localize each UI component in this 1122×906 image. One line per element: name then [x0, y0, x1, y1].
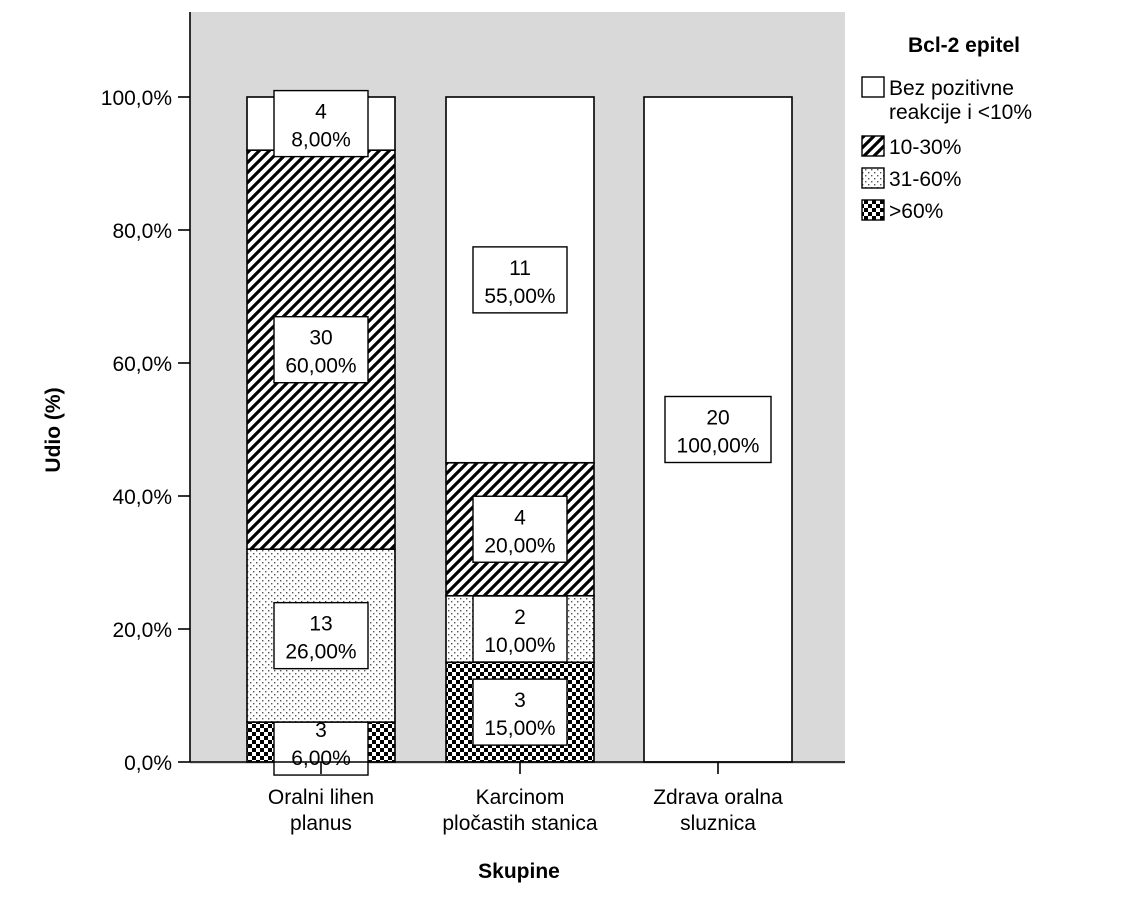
bar-percent-label: 20,00%	[484, 534, 555, 557]
bar-percent-label: 15,00%	[484, 717, 555, 740]
bar-percent-label: 100,00%	[677, 435, 760, 458]
bar-count-label: 3	[315, 719, 327, 742]
bar-value-label: 13 26,00%	[273, 601, 369, 670]
legend-label-line: 10-30%	[889, 136, 961, 159]
legend-item: Bez pozitivne reakcije i <10%	[861, 76, 1032, 124]
legend-label: >60%	[889, 200, 943, 223]
legend-swatch	[861, 135, 885, 157]
bar-count-label: 4	[514, 506, 526, 529]
bar-count-label: 4	[315, 101, 327, 124]
bar-label-box	[273, 316, 369, 384]
bar-count-label: 30	[309, 327, 332, 350]
y-tick-label: 60,0%	[112, 353, 172, 376]
x-axis-title: Skupine	[478, 860, 560, 883]
bar-value-label: 3 15,00%	[472, 678, 568, 746]
bar-label-box	[273, 89, 369, 158]
legend-title: Bcl-2 epitel	[908, 34, 1020, 57]
x-tick-label-line: Oralni lihen	[268, 786, 374, 809]
x-tick-label-line: Karcinom	[476, 786, 565, 809]
bar-count-label: 13	[309, 613, 332, 636]
legend-item: >60%	[861, 199, 943, 223]
bar-value-label: 4 8,00%	[273, 89, 369, 158]
legend-swatch	[861, 167, 885, 189]
legend-label: 10-30%	[889, 136, 961, 159]
legend-label-line: reakcije i <10%	[889, 101, 1032, 124]
y-axis-title: Udio (%)	[42, 387, 65, 472]
legend-item: 10-30%	[861, 135, 961, 159]
bar-count-label: 3	[514, 689, 526, 712]
y-tick-label: 100,0%	[101, 87, 172, 110]
legend-swatch	[861, 199, 885, 221]
x-tick-label-line: Zdrava oralna	[653, 786, 783, 809]
bar-count-label: 2	[514, 606, 526, 629]
y-tick-label: 20,0%	[112, 619, 172, 642]
bar-label-box	[664, 395, 772, 464]
bar-percent-label: 55,00%	[484, 285, 555, 308]
y-tick-label: 40,0%	[112, 486, 172, 509]
x-tick-label-line: pločastih stanica	[442, 812, 598, 835]
bar-label-box	[472, 495, 568, 563]
x-tick-label-line: sluznica	[680, 812, 756, 835]
bar-value-label: 30 60,00%	[273, 316, 369, 384]
y-tick-label: 0,0%	[124, 752, 172, 775]
legend-label-line: 31-60%	[889, 168, 961, 191]
legend-label-line: >60%	[889, 200, 943, 223]
x-tick-label: Zdrava oralna sluznica	[653, 786, 783, 835]
legend-item: 31-60%	[861, 167, 961, 191]
legend-label: Bez pozitivne reakcije i <10%	[889, 77, 1032, 124]
bar-percent-label: 8,00%	[291, 129, 351, 152]
bar-percent-label: 60,00%	[285, 355, 356, 378]
bar-value-label: 11 55,00%	[472, 246, 568, 314]
bar-label-box	[472, 246, 568, 314]
bar-value-label: 2 10,00%	[472, 595, 568, 663]
y-tick-label: 80,0%	[112, 220, 172, 243]
bar-count-label: 11	[509, 257, 531, 280]
x-tick-label-line: planus	[290, 812, 352, 835]
bar-label-box	[273, 601, 369, 670]
bar-label-box	[472, 595, 568, 663]
bar-count-label: 20	[706, 407, 729, 430]
legend-label-line: Bez pozitivne	[889, 77, 1014, 100]
bar-percent-label: 10,00%	[484, 634, 555, 657]
bar-value-label: 4 20,00%	[472, 495, 568, 563]
x-tick-label: Karcinom pločastih stanica	[442, 786, 598, 835]
legend-swatch	[861, 76, 885, 98]
x-tick-label: Oralni lihen planus	[268, 786, 374, 835]
bar-label-box	[472, 678, 568, 746]
bar-percent-label: 26,00%	[285, 641, 356, 664]
legend-label: 31-60%	[889, 168, 961, 191]
bar-value-label: 20 100,00%	[664, 395, 772, 464]
bar-percent-label: 6,00%	[291, 747, 351, 770]
